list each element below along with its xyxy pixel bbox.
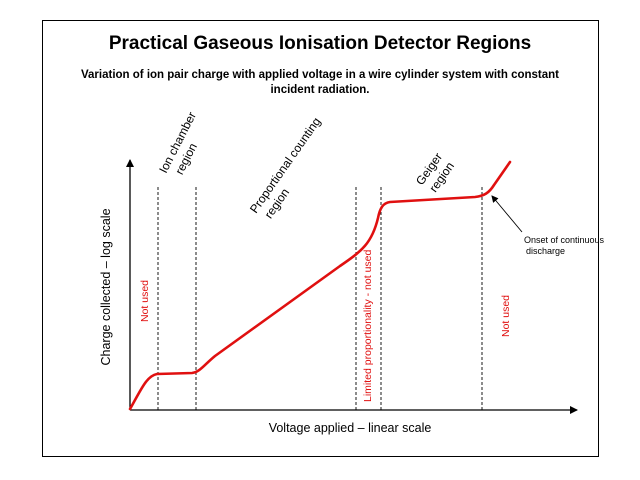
x-axis-label: Voltage applied – linear scale — [269, 421, 432, 435]
diagram-title: Practical Gaseous Ionisation Detector Re… — [108, 33, 532, 54]
proportional-region-label: Proportional counting region — [247, 115, 324, 221]
limited-proportionality-label: Limited proportionality - not used — [362, 250, 374, 402]
y-axis-label: Charge collected – log scale — [99, 208, 113, 365]
diagram-subtitle: Variation of ion pair charge with applie… — [81, 69, 559, 96]
response-curve — [128, 160, 512, 411]
annotation-text-line: Onset of continuous — [524, 235, 605, 245]
not-used-right-label: Not used — [500, 295, 512, 337]
geiger-region-label: Geiger region — [413, 150, 457, 195]
diagram-frame — [42, 20, 599, 457]
ion-chamber-region-label: Ion chamber region — [156, 110, 200, 177]
annotation-arrow — [491, 195, 523, 233]
not-used-left-label: Not used — [139, 280, 151, 322]
annotation-text-line: discharge — [526, 246, 565, 256]
